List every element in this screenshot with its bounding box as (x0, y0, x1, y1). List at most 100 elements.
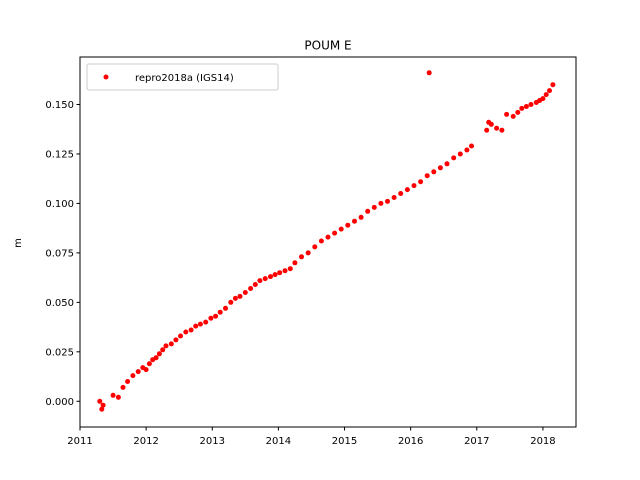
data-point (248, 286, 254, 291)
x-tick-label: 2017 (464, 436, 489, 447)
data-point (523, 104, 529, 109)
data-point (469, 143, 474, 149)
data-point (183, 329, 189, 335)
data-point (110, 392, 116, 398)
legend-frame (86, 63, 279, 91)
legend-marker (103, 74, 109, 80)
data-point (398, 191, 404, 196)
data-point (282, 268, 288, 274)
x-tick-label: 2018 (530, 436, 555, 447)
data-point (424, 173, 430, 179)
data-point (404, 187, 410, 193)
series-points (97, 70, 556, 412)
data-point (208, 315, 214, 321)
data-point (143, 367, 149, 373)
data-point (540, 96, 546, 102)
y-tick-label: 0.100 (45, 199, 74, 210)
data-point (345, 222, 351, 228)
data-point (197, 321, 203, 327)
data-point (262, 276, 268, 282)
data-point (257, 278, 263, 284)
data-point (385, 198, 390, 204)
data-point (451, 155, 457, 161)
data-point (268, 274, 273, 280)
x-tick-label: 2012 (133, 436, 158, 447)
data-point (193, 323, 199, 329)
data-point (358, 214, 364, 220)
data-point (125, 379, 131, 384)
x-tick-label: 2013 (200, 436, 225, 447)
data-point (156, 351, 162, 357)
data-point (325, 234, 331, 240)
data-point (252, 282, 258, 287)
data-point (100, 402, 106, 408)
y-tick-label: 0.125 (45, 149, 74, 160)
data-point (510, 113, 516, 119)
data-point (332, 230, 338, 236)
y-tick-label: 0.050 (45, 298, 74, 309)
data-point (411, 183, 417, 189)
x-tick-label: 2016 (398, 436, 423, 447)
data-point (431, 169, 437, 175)
data-point (168, 341, 174, 347)
data-point (99, 406, 105, 412)
data-point (437, 165, 443, 171)
data-point (272, 272, 278, 278)
data-point (312, 244, 318, 250)
x-tick-label: 2014 (266, 436, 291, 447)
x-axis: 2011 2012 2013 2014 2015 2016 2017 2018 (67, 427, 556, 447)
data-point (499, 127, 505, 133)
data-point (217, 309, 223, 315)
data-point (228, 299, 234, 305)
data-point (504, 111, 510, 117)
data-point (519, 105, 525, 111)
x-tick-label: 2015 (332, 436, 357, 447)
data-point (242, 290, 248, 295)
data-point (299, 254, 304, 260)
chart-title: POUM E (304, 39, 351, 53)
data-point (515, 109, 521, 115)
data-point (528, 102, 534, 107)
data-point (391, 195, 397, 200)
data-point (160, 347, 166, 353)
data-point (135, 369, 141, 375)
data-point (237, 293, 243, 299)
data-point (203, 319, 209, 325)
data-point (178, 333, 183, 339)
data-point (146, 361, 152, 367)
y-axis-label: m (13, 238, 24, 248)
data-point (232, 295, 238, 301)
data-point (97, 398, 103, 404)
data-point (173, 337, 179, 343)
data-point (371, 204, 377, 210)
data-point (163, 343, 169, 349)
data-point (464, 147, 470, 153)
data-point (287, 266, 293, 272)
x-tick-label: 2011 (67, 436, 92, 447)
data-point (457, 151, 463, 157)
data-point (213, 313, 219, 319)
data-point (365, 208, 371, 214)
data-point (305, 250, 311, 256)
y-axis: 0.000 0.025 0.050 0.075 0.100 0.125 0.150 (45, 100, 80, 408)
plot-frame (79, 56, 577, 428)
y-tick-label: 0.150 (45, 100, 74, 111)
data-point (378, 200, 384, 206)
data-point (418, 179, 424, 185)
y-tick-label: 0.075 (45, 248, 74, 259)
legend-label: repro2018a (IGS14) (135, 73, 234, 84)
data-point (115, 394, 121, 400)
y-tick-label: 0.000 (45, 397, 74, 408)
data-point (223, 305, 228, 311)
data-point (120, 384, 126, 390)
data-point (543, 92, 549, 98)
data-point (153, 355, 159, 361)
y-tick-label: 0.025 (45, 347, 74, 358)
data-point (426, 70, 432, 76)
data-point (188, 327, 194, 333)
data-point (318, 238, 324, 244)
data-point (292, 260, 298, 266)
data-point (547, 88, 552, 94)
data-point (550, 82, 556, 88)
